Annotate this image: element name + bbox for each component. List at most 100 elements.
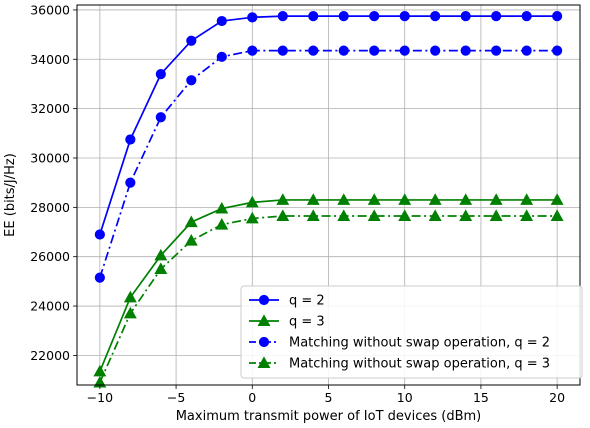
legend-marker (258, 336, 270, 348)
y-tick-label: 24000 (30, 299, 70, 314)
y-tick-label: 28000 (30, 200, 70, 215)
data-point (125, 134, 136, 145)
y-tick-label: 22000 (30, 348, 70, 363)
legend-item: q = 3 (249, 314, 325, 330)
data-point (521, 45, 532, 56)
grid (77, 5, 580, 385)
data-point (367, 193, 381, 205)
data-point (154, 248, 168, 261)
legend-box (240, 285, 583, 379)
x-tick-label: −5 (167, 390, 185, 405)
data-point (216, 15, 227, 27)
x-tick-label: 5 (325, 390, 333, 405)
data-point (276, 209, 290, 221)
data-point (369, 11, 380, 22)
series-line (99, 15, 558, 235)
data-point (277, 11, 288, 22)
data-point (399, 11, 410, 22)
data-point (521, 11, 532, 22)
data-point (460, 11, 471, 22)
data-point (155, 112, 166, 123)
data-point (338, 11, 349, 22)
legend-label: Matching without swap operation, q = 3 (289, 357, 550, 372)
data-point (398, 193, 412, 205)
series-2 (93, 193, 564, 377)
x-tick-label: 20 (549, 390, 565, 405)
data-point (155, 68, 166, 80)
data-point (247, 45, 258, 56)
series-1 (94, 11, 563, 240)
data-point (428, 209, 442, 221)
series-line (99, 49, 558, 278)
y-tick-label: 34000 (30, 52, 70, 67)
data-point (489, 209, 503, 221)
x-tick-label: 15 (473, 390, 489, 405)
data-point (94, 229, 105, 240)
data-point (399, 45, 410, 56)
data-point (367, 209, 381, 221)
y-tick-label: 30000 (30, 150, 70, 165)
series-layer (93, 11, 564, 388)
y-axis-label: EE (bits/J/Hz) (3, 153, 18, 237)
data-point (550, 193, 564, 205)
data-point (337, 209, 351, 221)
data-point (277, 45, 288, 56)
data-point (184, 215, 198, 228)
data-point (459, 209, 473, 221)
data-point (154, 262, 168, 275)
data-point (430, 45, 441, 56)
data-point (123, 306, 137, 319)
data-point (276, 193, 290, 205)
legend-label: Matching without swap operation, q = 2 (289, 336, 550, 351)
data-point (308, 11, 319, 22)
data-point (489, 193, 503, 205)
data-point (247, 12, 258, 23)
data-point (491, 11, 502, 22)
x-tick-label: 0 (248, 390, 256, 405)
data-point (184, 234, 198, 246)
data-point (245, 195, 259, 208)
series-3 (94, 45, 563, 283)
data-point (306, 193, 320, 205)
x-tick-label: −10 (87, 390, 113, 405)
data-point (428, 193, 442, 205)
data-point (308, 45, 319, 56)
data-point (520, 209, 534, 221)
data-point (216, 51, 227, 62)
ticks: −10 −5 0 5 10 15 20 22000 24000 26000 28000 30000 32… (30, 2, 565, 405)
data-point (369, 45, 380, 56)
data-point (338, 45, 349, 56)
legend-marker (258, 294, 270, 306)
data-point (491, 45, 502, 56)
legend-marker (257, 356, 271, 368)
legend-label: q = 2 (289, 294, 325, 309)
data-point (186, 75, 197, 86)
data-point (430, 11, 441, 22)
series-line (99, 199, 558, 372)
data-point (552, 11, 563, 22)
y-tick-label: 26000 (30, 249, 70, 264)
data-point (306, 209, 320, 221)
data-point (215, 217, 229, 230)
legend: q = 2 q = 3 Matching without swap operatio… (240, 285, 583, 379)
data-point (215, 201, 229, 214)
y-tick-label: 36000 (30, 2, 70, 17)
data-point (94, 272, 105, 283)
legend-item: Matching without swap operation, q = 2 (249, 336, 550, 351)
series-line (99, 215, 558, 383)
data-point (552, 45, 563, 56)
data-point (520, 193, 534, 205)
data-point (337, 193, 351, 205)
data-point (186, 35, 197, 46)
series-4 (93, 209, 564, 388)
y-tick-label: 32000 (30, 101, 70, 116)
legend-label: q = 3 (289, 315, 325, 330)
data-point (459, 193, 473, 205)
data-point (125, 177, 136, 188)
data-point (460, 45, 471, 56)
legend-marker (257, 314, 271, 326)
data-point (550, 209, 564, 221)
legend-item: q = 2 (249, 294, 325, 309)
data-point (398, 209, 412, 221)
